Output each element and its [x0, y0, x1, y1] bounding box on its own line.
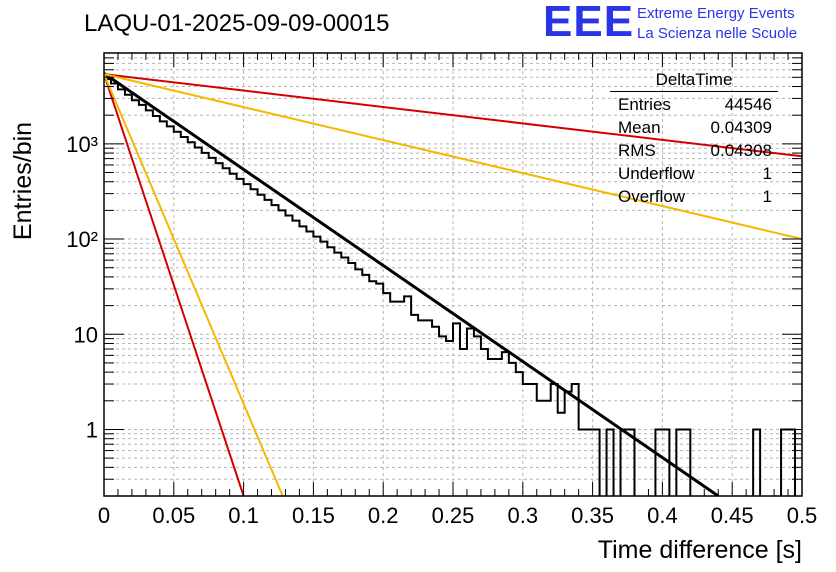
x-tick-label: 0.4: [647, 503, 678, 528]
x-tick-label: 0.15: [292, 503, 335, 528]
eee-logo: EEE: [543, 0, 635, 46]
fit-line-slow-orange: [104, 73, 802, 241]
stats-label: RMS: [618, 141, 656, 160]
stats-label: Underflow: [618, 164, 695, 183]
y-tick-label: 10²: [66, 227, 98, 252]
page-title: LAQU-01-2025-09-09-00015: [84, 10, 390, 37]
fit-line-fast-red: [104, 73, 245, 496]
y-tick-labels: 1 10 10² 10³: [66, 132, 98, 443]
stats-box: DeltaTime Entries 44546 Mean 0.04309 RMS 0.…: [610, 70, 778, 208]
x-tick-label: 0.3: [508, 503, 539, 528]
stats-row-mean: Mean 0.04309: [610, 116, 778, 139]
histogram-outline: [104, 78, 797, 496]
x-tick-label: 0.35: [571, 503, 614, 528]
axis-ticks: [103, 52, 803, 497]
stats-value: 0.04309: [710, 118, 772, 137]
fit-line-fit: [104, 72, 720, 496]
x-tick-labels: 0 0.05 0.1 0.15 0.2 0.25 0.3 0.35 0.4 0.45 0.5: [98, 503, 817, 528]
y-tick-label: 10³: [66, 132, 98, 157]
stats-label: Overflow: [618, 187, 686, 206]
stats-label: Mean: [618, 118, 661, 137]
stats-row-overflow: Overflow 1: [610, 185, 778, 208]
x-tick-label: 0.25: [432, 503, 475, 528]
fit-line-fast-orange: [104, 73, 284, 496]
stats-value: 1: [762, 164, 772, 183]
stats-value: 0.04308: [710, 141, 772, 160]
fit-line-slow-red: [104, 73, 802, 158]
histogram-series: [104, 78, 797, 496]
stats-title: DeltaTime: [610, 70, 778, 92]
stats-row-rms: RMS 0.04308: [610, 139, 778, 162]
x-tick-label: 0.05: [152, 503, 195, 528]
x-tick-label: 0.2: [368, 503, 399, 528]
fit-curves: [104, 72, 802, 496]
stats-row-entries: Entries 44546: [610, 93, 778, 116]
x-tick-label: 0.45: [711, 503, 754, 528]
x-tick-label: 0.5: [787, 503, 818, 528]
x-tick-label: 0.1: [228, 503, 259, 528]
stats-value: 44546: [724, 95, 772, 114]
logo-caption-line1: Extreme Energy Events: [637, 5, 795, 22]
stats-value: 1: [762, 187, 772, 206]
y-axis-label: Entries/bin: [9, 122, 37, 240]
x-tick-label: 0: [98, 503, 110, 528]
stats-label: Entries: [618, 95, 671, 114]
logo-caption-line2: La Scienza nelle Scuole: [637, 25, 798, 42]
y-tick-label: 1: [86, 417, 98, 442]
x-axis-label: Time difference [s]: [598, 536, 802, 564]
y-tick-label: 10: [74, 322, 98, 347]
stats-row-underflow: Underflow 1: [610, 162, 778, 185]
